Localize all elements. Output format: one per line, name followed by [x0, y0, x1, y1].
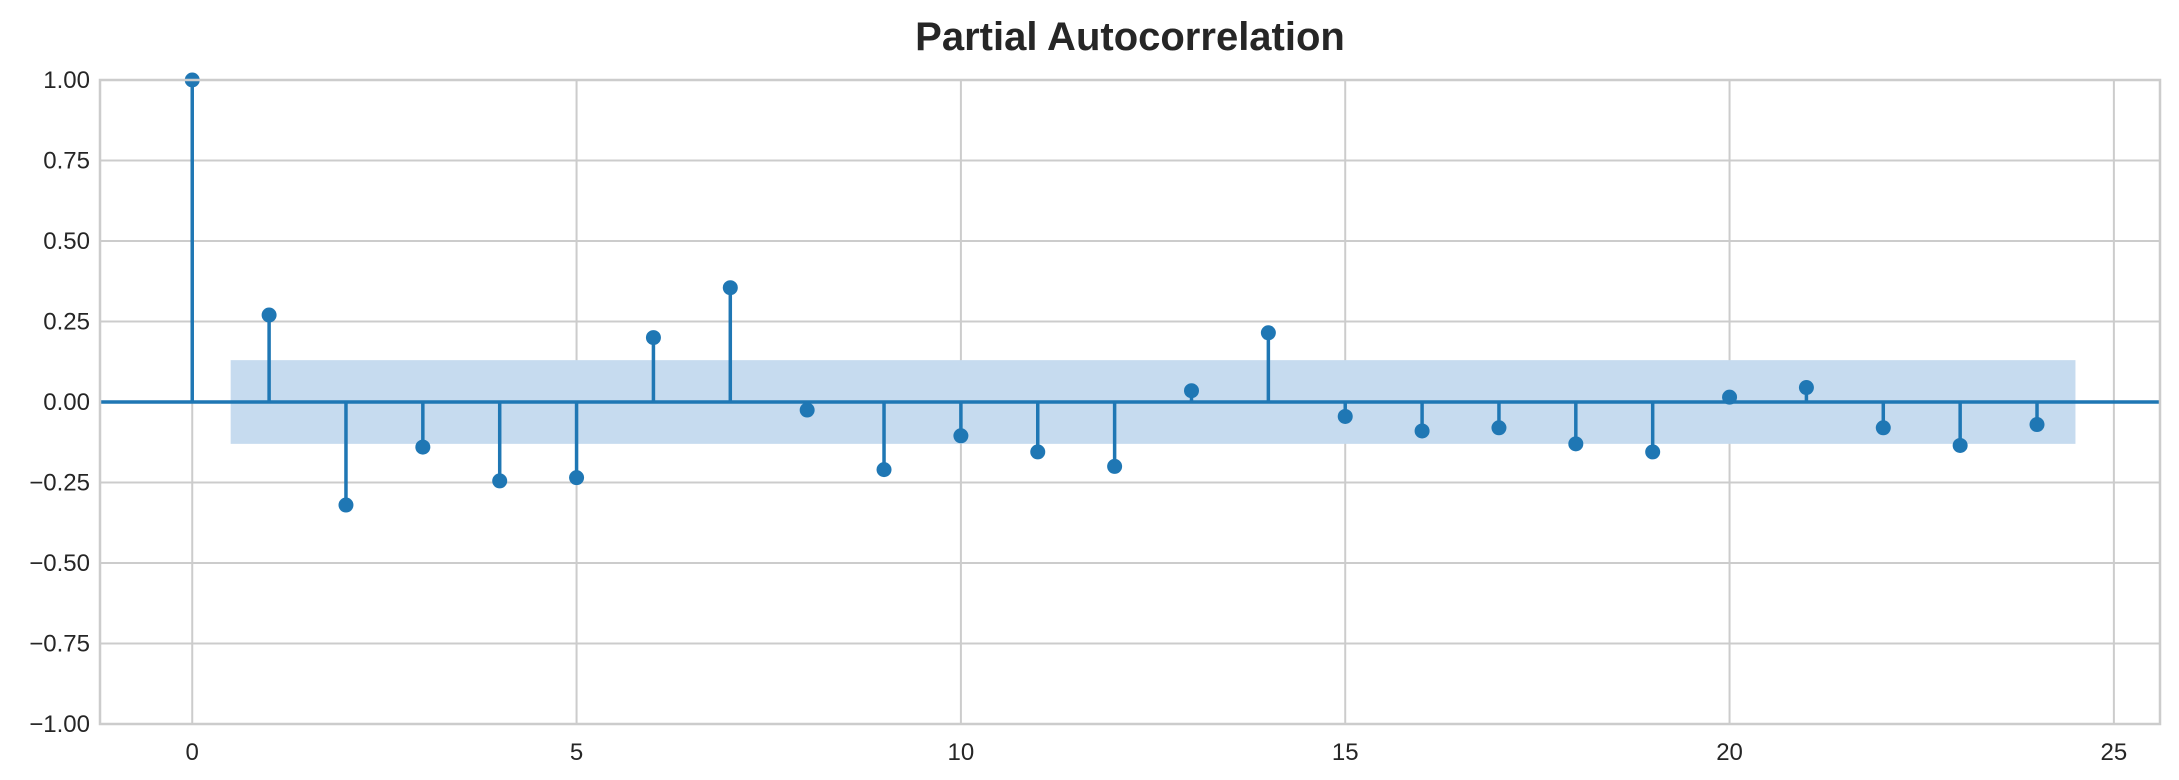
- x-tick-label-4: 20: [1716, 739, 1743, 766]
- x-tick-label-2: 10: [948, 739, 975, 766]
- stem-marker-lag-24: [2029, 417, 2045, 433]
- y-tick-label-1: −0.75: [29, 631, 90, 658]
- x-tick-label-5: 25: [2101, 739, 2128, 766]
- y-axis-ticks: −1.00 −0.75 −0.50 −0.25 0.00 0.25 0.50 0.75 1.00: [29, 67, 90, 738]
- x-axis-ticks: 0 5 10 15 20 25: [186, 739, 2128, 766]
- x-tick-label-1: 5: [570, 739, 583, 766]
- stem-marker-lag-15: [1337, 408, 1353, 424]
- stem-marker-lag-22: [1875, 420, 1891, 436]
- chart-title: Partial Autocorrelation: [915, 15, 1345, 59]
- stem-marker-lag-9: [876, 462, 892, 478]
- y-tick-label-3: −0.25: [29, 470, 90, 497]
- y-tick-label-2: −0.50: [29, 550, 90, 577]
- y-tick-label-4: 0.00: [43, 389, 90, 416]
- y-tick-label-8: 1.00: [43, 67, 90, 94]
- stem-marker-lag-13: [1183, 383, 1199, 399]
- stem-marker-lag-6: [645, 330, 661, 346]
- stem-marker-lag-16: [1414, 423, 1430, 439]
- stem-marker-lag-8: [799, 402, 815, 418]
- stem-marker-lag-20: [1722, 389, 1738, 405]
- stems-layer: [100, 72, 2160, 513]
- y-tick-label-7: 0.75: [43, 148, 90, 175]
- stem-marker-lag-3: [415, 439, 431, 455]
- stem-marker-lag-19: [1645, 444, 1661, 460]
- y-tick-label-6: 0.50: [43, 228, 90, 255]
- y-tick-label-0: −1.00: [29, 711, 90, 738]
- stem-marker-lag-12: [1107, 458, 1123, 474]
- stem-marker-lag-18: [1568, 436, 1584, 452]
- y-tick-label-5: 0.25: [43, 309, 90, 336]
- stem-marker-lag-5: [569, 470, 585, 486]
- stem-marker-lag-21: [1798, 380, 1814, 396]
- stem-marker-lag-17: [1491, 420, 1507, 436]
- stem-marker-lag-2: [338, 497, 354, 513]
- stem-marker-lag-14: [1260, 325, 1276, 341]
- x-tick-label-3: 15: [1332, 739, 1359, 766]
- axes-frame: [98, 78, 2162, 726]
- stem-marker-lag-11: [1030, 444, 1046, 460]
- stem-marker-lag-4: [492, 473, 508, 489]
- stem-marker-lag-7: [722, 280, 738, 296]
- stem-marker-lag-23: [1952, 437, 1968, 453]
- x-tick-label-0: 0: [186, 739, 199, 766]
- stem-marker-lag-1: [261, 307, 277, 323]
- stem-marker-lag-10: [953, 428, 969, 444]
- axes-spines: [98, 78, 2162, 726]
